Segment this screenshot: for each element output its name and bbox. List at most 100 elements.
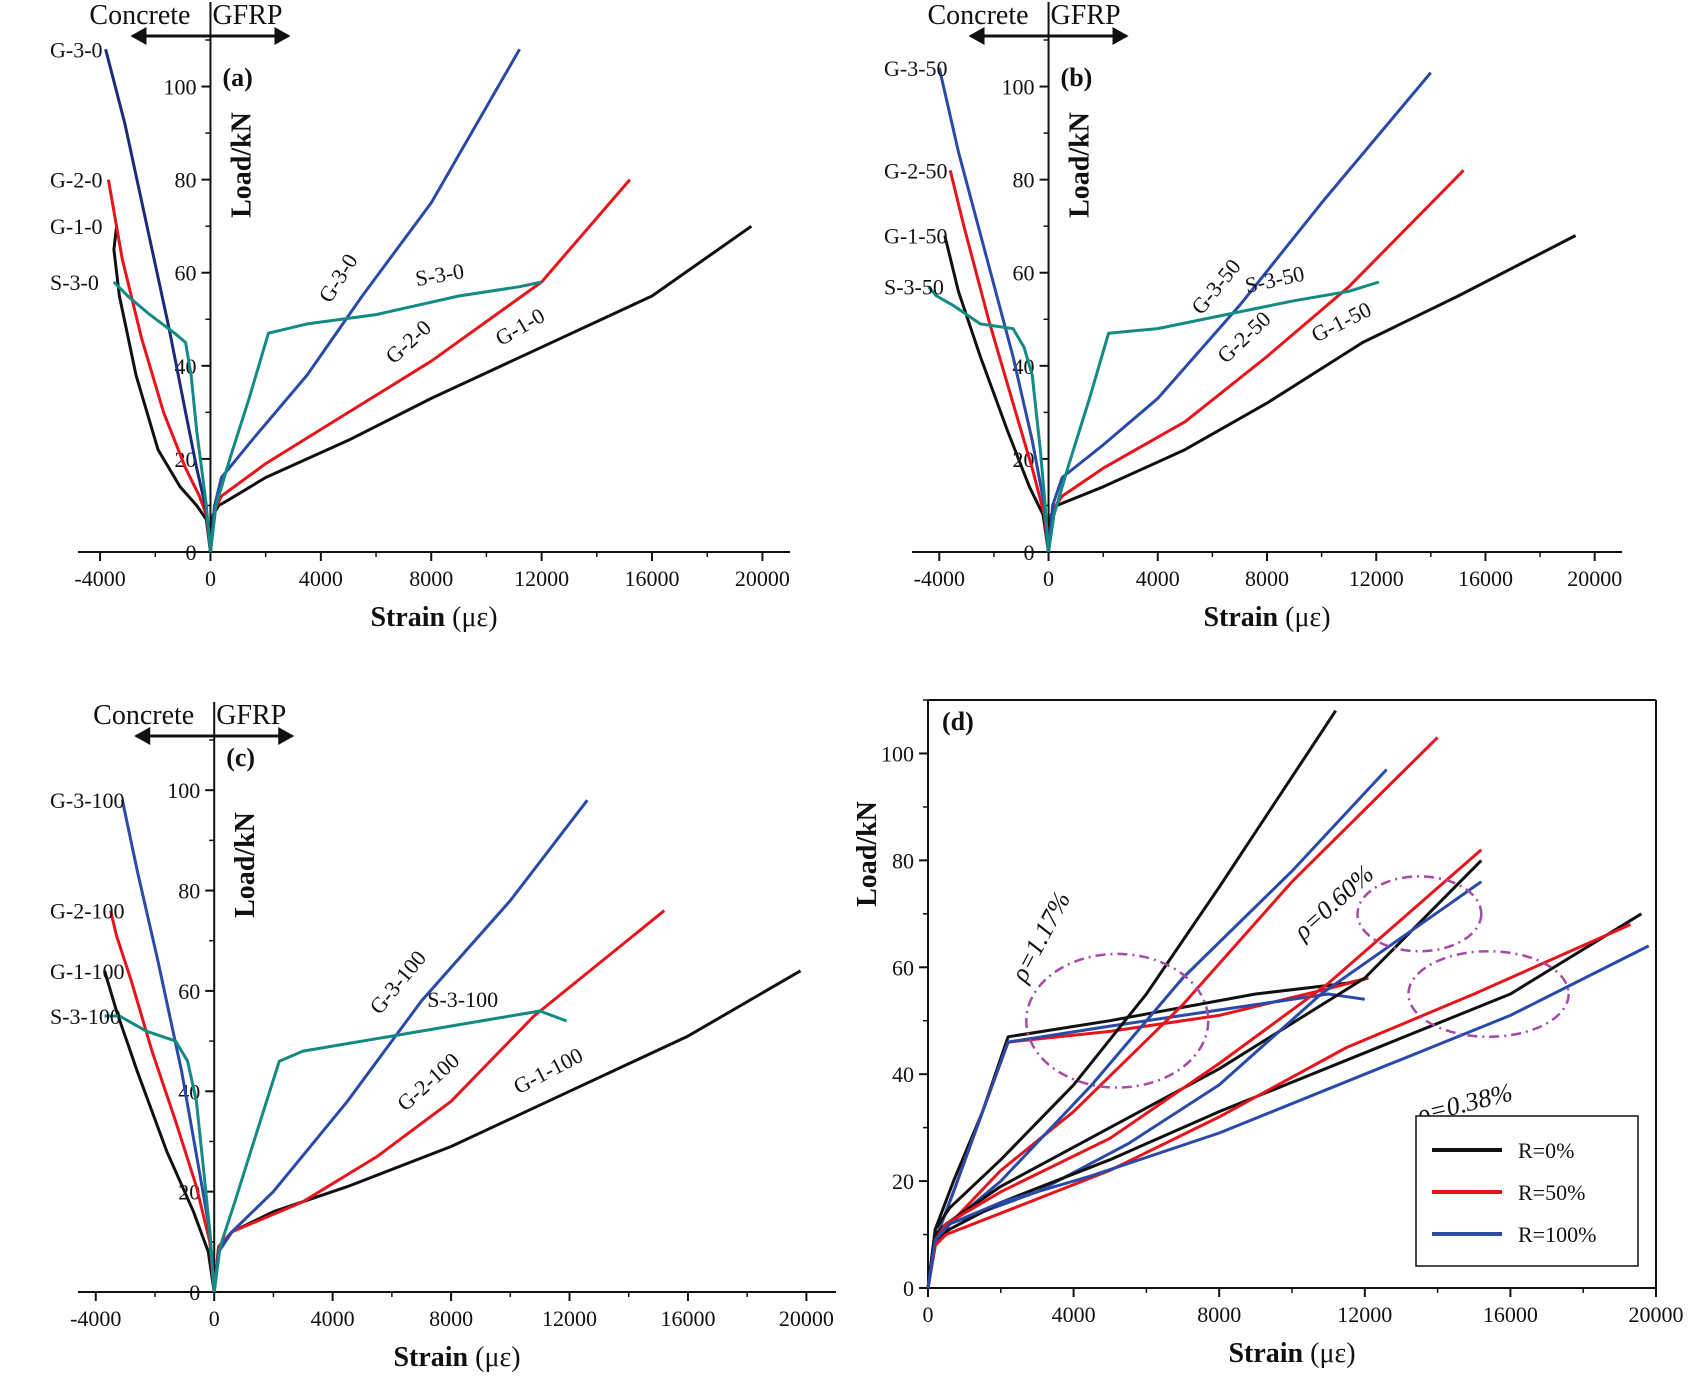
series-label-gfrp: S-3-100: [427, 987, 498, 1012]
y-tick-label: 80: [1013, 168, 1035, 193]
series-line-g-1-100: [212, 969, 802, 1293]
series-label-concrete: G-1-50: [884, 223, 948, 248]
y-tick-label: 100: [1002, 75, 1035, 100]
y-tick-label: 100: [167, 778, 200, 803]
rho-ellipse: [1407, 949, 1570, 1039]
panel-c: -4000 0 4000 8000 12000 16000 2000002040608010…: [50, 700, 836, 1373]
legend: R=0% R=50% R=100%: [1415, 1115, 1639, 1267]
arrow-right-icon: [274, 27, 291, 45]
x-tick-label: 16000: [625, 566, 680, 591]
series-line-s-3-0-concrete-: [112, 280, 212, 553]
series-label-gfrp: G-3-100: [364, 945, 431, 1018]
direction-left-label: Concrete: [927, 0, 1028, 31]
x-tick-label: 0: [923, 1302, 934, 1327]
panel-a: -4000 0 4000 8000 12000 16000 2000002040608010…: [50, 0, 790, 633]
x-axis-title-text: Strain: [370, 602, 445, 633]
series-label-gfrp: G-1-0: [491, 303, 549, 351]
y-tick-label: 80: [174, 168, 196, 193]
x-tick-label: 4000: [1052, 1302, 1096, 1327]
y-tick-label: 60: [174, 261, 196, 286]
x-tick-label: 12000: [1349, 566, 1404, 591]
direction-right-label: GFRP: [1051, 0, 1121, 31]
panel-letter: (c): [226, 743, 255, 772]
x-tick-label: 20000: [1567, 566, 1622, 591]
x-axis-title: Strain (με): [1203, 602, 1330, 633]
series-line-s-3-0: [209, 280, 542, 553]
x-tick-label: 20000: [735, 566, 790, 591]
x-axis-title: Strain (με): [1228, 1338, 1355, 1369]
rho-label: ρ=1.17%: [1005, 887, 1077, 987]
series-label-gfrp: G-1-50: [1307, 296, 1375, 347]
series-label-concrete: G-3-0: [50, 37, 103, 62]
series-line-g-1-0-concrete-: [112, 226, 212, 553]
x-tick-label: 8000: [429, 1306, 473, 1331]
series-line-s-3-100-concrete-: [104, 1014, 216, 1293]
series-line-g-1-100-concrete-: [103, 970, 216, 1293]
y-tick-label: 0: [903, 1276, 914, 1301]
y-tick-label: 80: [892, 848, 914, 873]
x-axis-title-unit: (με): [468, 1342, 520, 1373]
series-line-g-2-100: [212, 909, 666, 1293]
direction-left-label: Concrete: [89, 0, 190, 31]
y-tick-label: 60: [178, 979, 200, 1004]
x-tick-label: 8000: [1245, 566, 1289, 591]
series-line-g-2-100-concrete-: [109, 910, 216, 1293]
series-line-r-50-1-17-: [926, 976, 1369, 1289]
panel-b: -4000 0 4000 8000 12000 16000 2000002040608010…: [884, 0, 1622, 633]
x-tick-label: -4000: [914, 566, 965, 591]
series-label-concrete: G-2-100: [50, 899, 125, 924]
x-tick-label: 16000: [1458, 566, 1513, 591]
panel-letter: (a): [222, 63, 252, 92]
series-line-g-3-50: [1047, 71, 1432, 553]
legend-label: R=50%: [1518, 1180, 1585, 1205]
rho-ellipse: [1025, 952, 1210, 1089]
x-axis-title-unit: (με): [1278, 602, 1330, 633]
series-label-concrete: S-3-50: [884, 275, 944, 300]
y-tick-label: 0: [1024, 540, 1035, 565]
y-tick-label: 80: [178, 879, 200, 904]
y-tick-label: 0: [185, 540, 196, 565]
series-line-g-3-0: [209, 48, 521, 553]
x-tick-label: 8000: [1197, 1302, 1241, 1327]
x-tick-label: 12000: [1337, 1302, 1392, 1327]
series-label-concrete: G-2-50: [884, 158, 948, 183]
series-line-g-2-50: [1047, 169, 1465, 553]
y-tick-label: 100: [881, 741, 914, 766]
arrow-right-icon: [278, 727, 295, 745]
x-tick-label: 0: [205, 566, 216, 591]
y-tick-label: 20: [892, 1169, 914, 1194]
direction-right-label: GFRP: [216, 700, 286, 731]
series-line-s-3-100: [212, 1009, 568, 1293]
series-label-gfrp: G-2-0: [380, 315, 436, 369]
x-tick-label: 4000: [311, 1306, 355, 1331]
x-axis-title: Strain (με): [393, 1342, 520, 1373]
series-label-concrete: G-1-100: [50, 959, 125, 984]
series-line-g-1-0: [209, 224, 753, 553]
series-label-concrete: G-1-0: [50, 214, 103, 239]
series-label-concrete: S-3-100: [50, 1004, 121, 1029]
panel-d: 0 4000 8000 12000 16000 20000 0 20 40 60 80 100 Stra…: [852, 699, 1684, 1369]
panel-letter: (b): [1061, 63, 1093, 92]
x-axis-title-text: Strain: [1203, 602, 1278, 633]
x-tick-label: 20000: [1629, 1302, 1684, 1327]
x-tick-label: 4000: [1136, 566, 1180, 591]
series-line-r-0-1-17-: [926, 976, 1369, 1289]
y-axis-title: Load/kN: [226, 112, 257, 218]
x-tick-label: -4000: [74, 566, 125, 591]
x-axis-title-text: Strain: [393, 1342, 468, 1373]
series-label-concrete: G-3-100: [50, 788, 125, 813]
series-label-gfrp: G-3-0: [313, 249, 362, 307]
x-tick-label: 0: [209, 1306, 220, 1331]
series-line-g-3-50-concrete-: [937, 67, 1050, 553]
y-axis-title: Load/kN: [1065, 112, 1096, 218]
x-tick-label: 20000: [779, 1306, 834, 1331]
arrow-right-icon: [1112, 27, 1129, 45]
series-line-g-3-100-concrete-: [120, 799, 216, 1293]
x-axis-title-unit: (με): [445, 602, 497, 633]
series-line-r-0-g-3: [926, 709, 1337, 1289]
y-tick-label: 60: [892, 955, 914, 980]
series-line-g-1-50: [1047, 234, 1577, 553]
direction-right-label: GFRP: [212, 0, 282, 31]
arrow-left-icon: [134, 727, 151, 745]
